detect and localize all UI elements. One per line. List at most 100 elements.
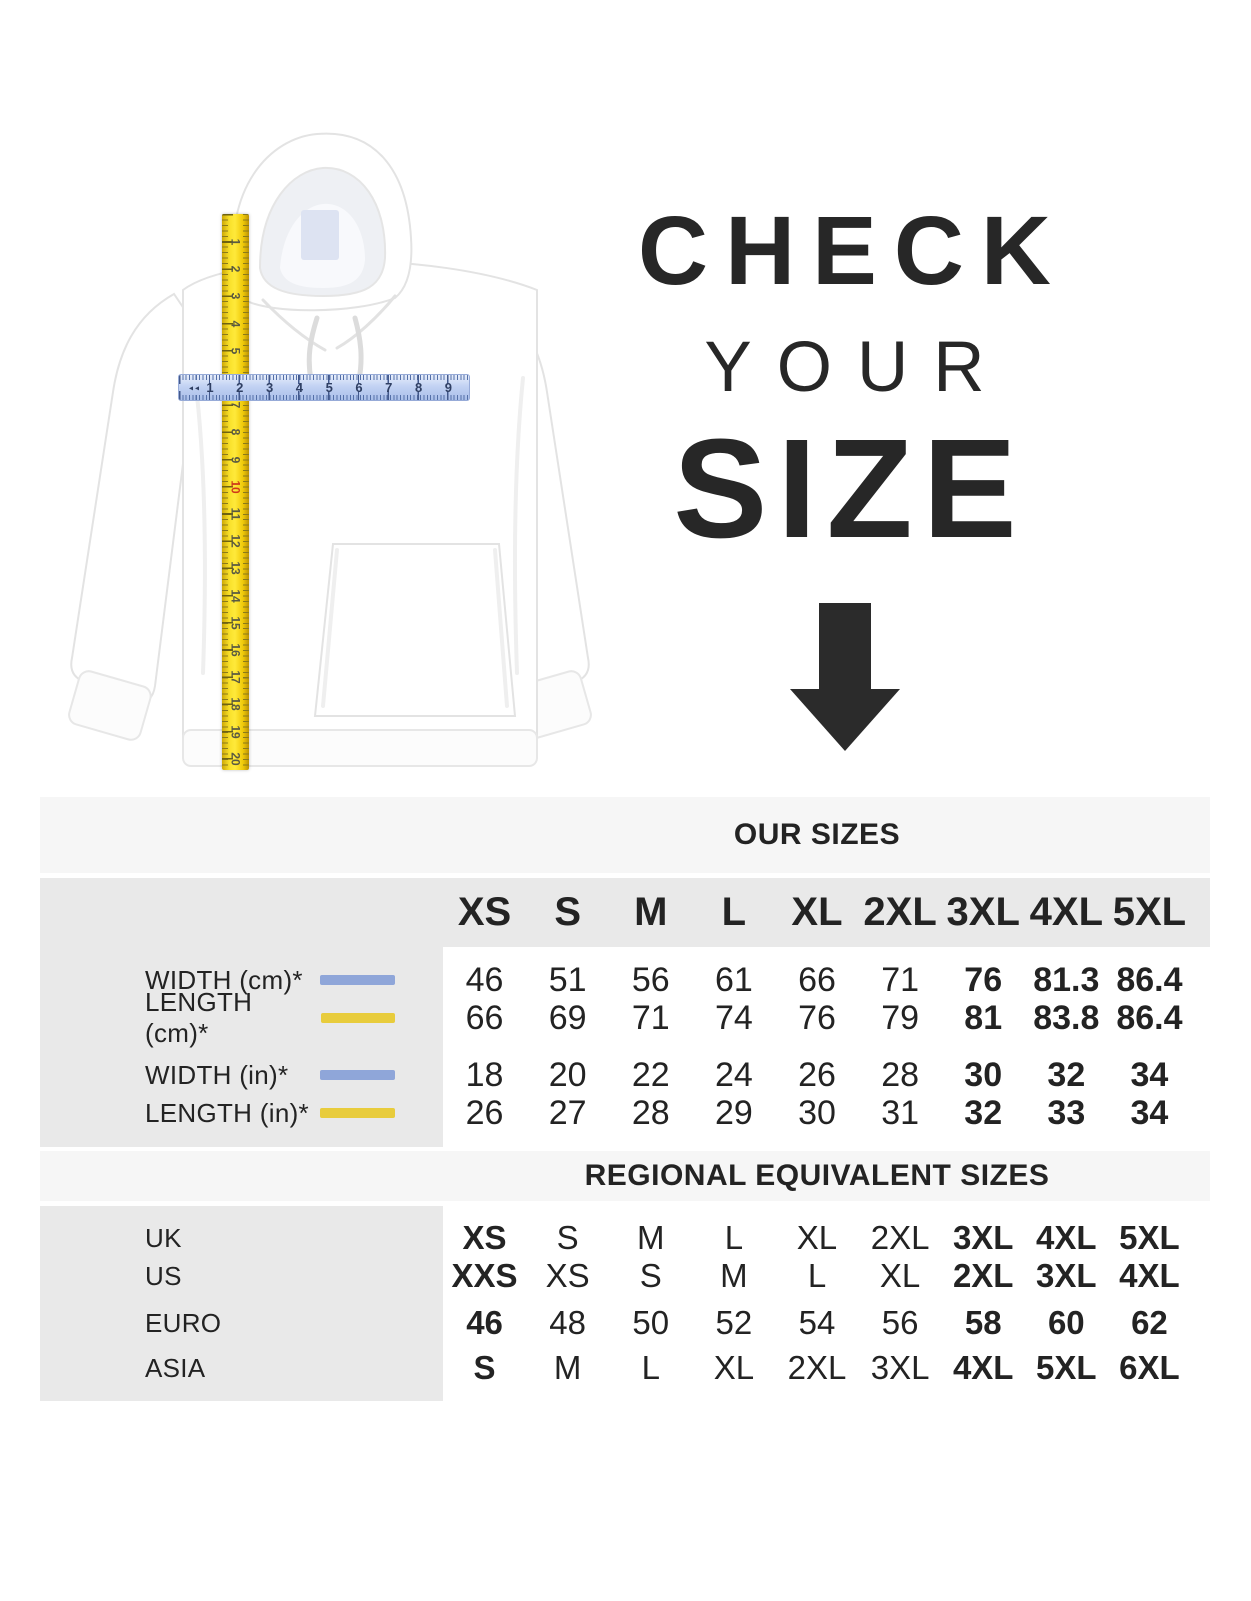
row-label: LENGTH (cm)* (145, 987, 253, 1048)
down-arrow-stem (819, 603, 871, 689)
size-value-cell: 5XL (1036, 1349, 1097, 1386)
size-value-cell: XL (796, 1219, 838, 1256)
measurement-row: WIDTH (in)* 18 20 22 24 26 28 30 32 34 (40, 1056, 1210, 1094)
size-value-cell: 20 (548, 1055, 587, 1094)
region-label: US (145, 1260, 182, 1291)
size-value-cell: 24 (714, 1055, 753, 1094)
ruler-end-marks: ◂◂ (188, 382, 202, 392)
size-value-cell: XS (462, 1219, 507, 1256)
yellow-line-icon (321, 1013, 395, 1023)
size-value-cell: 31 (881, 1093, 920, 1132)
vertical-tape-measure: 1234567891011121314151617181920 (222, 214, 249, 770)
size-value-cell: 46 (466, 1304, 503, 1341)
size-value-cell: 30 (964, 1055, 1003, 1094)
regional-values: S M L XL 2XL 3XL 4XL 5XL 6XL (443, 1349, 1191, 1387)
size-value-cell: 34 (1130, 1055, 1169, 1094)
down-arrow-head (790, 689, 900, 751)
size-value-cell: 81.3 (1033, 960, 1100, 999)
measurement-label-cell: WIDTH (cm)* (40, 965, 443, 996)
size-value-cell: 56 (881, 1304, 919, 1341)
hero-headline: CHECK YOUR SIZE (600, 202, 1090, 751)
size-value-cell: 86.4 (1116, 998, 1183, 1037)
tape-number: 10 (228, 480, 243, 494)
tape-number: 11 (228, 507, 243, 521)
size-value-cell: 66 (798, 960, 836, 999)
size-value-cell: 28 (631, 1093, 670, 1132)
size-value-cell: 76 (798, 998, 836, 1037)
measurement-row: WIDTH (cm)* 46 51 56 61 66 71 76 81.3 86.4 (40, 961, 1210, 999)
size-value-cell: 56 (631, 960, 670, 999)
horizontal-ruler: ◂◂ 1 2 3 4 5 6 7 8 9 (178, 374, 470, 401)
regional-row: UK XS S M L XL 2XL 3XL 4XL 5XL (40, 1219, 1210, 1257)
our-sizes-title: OUR SIZES (733, 818, 901, 851)
size-value-cell: 52 (715, 1304, 753, 1341)
tape-number: 5 (228, 347, 243, 355)
size-value-cell: 4XL (1119, 1257, 1180, 1294)
size-value-cell: 4XL (1036, 1219, 1097, 1256)
size-value-cell: 86.4 (1116, 960, 1183, 999)
measurement-label-cell: LENGTH (in)* (40, 1098, 443, 1129)
size-value-cell: 46 (465, 960, 504, 999)
size-value-cell: 58 (964, 1304, 1002, 1341)
size-value-cell: 54 (798, 1304, 836, 1341)
ruler-number: 5 (325, 379, 333, 395)
ruler-number: 9 (444, 379, 453, 395)
size-value-cell: 3XL (1036, 1257, 1097, 1294)
region-label: ASIA (145, 1352, 206, 1383)
measurement-label-cell: LENGTH (cm)* (40, 987, 443, 1049)
size-value-cell: S (473, 1349, 496, 1386)
size-value-cell: 51 (548, 960, 587, 999)
size-value-cell: 33 (1047, 1093, 1086, 1132)
regional-label-cell: US (40, 1261, 443, 1292)
tape-number: 4 (228, 320, 243, 327)
regional-row: EURO 46 48 50 52 54 56 58 60 62 (40, 1304, 1210, 1342)
size-value-cell: 2XL (870, 1219, 930, 1256)
region-label: UK (145, 1222, 182, 1253)
column-header-s: S (554, 890, 581, 934)
row-label: WIDTH (in)* (145, 1059, 289, 1090)
column-header-l: L (721, 890, 747, 934)
tape-number: 8 (228, 429, 243, 436)
size-value-cell: L (724, 1219, 744, 1256)
column-headers: XS S M L XL 2XL 3XL 4XL 5XL (443, 890, 1191, 935)
measurement-values: 46 51 56 61 66 71 76 81.3 86.4 (443, 961, 1191, 1000)
measurement-values: 18 20 22 24 26 28 30 32 34 (443, 1056, 1191, 1095)
size-value-cell: 18 (465, 1055, 504, 1094)
size-value-cell: 3XL (952, 1219, 1014, 1256)
size-value-cell: 2XL (952, 1257, 1014, 1294)
size-value-cell: 2XL (787, 1349, 847, 1386)
row-label: LENGTH (in)* (145, 1097, 309, 1128)
size-value-cell: XS (545, 1257, 590, 1294)
regional-values: XXS XS S M L XL 2XL 3XL 4XL (443, 1257, 1191, 1295)
ruler-major-ticks-top (179, 375, 469, 384)
size-value-cell: 30 (798, 1093, 836, 1132)
size-value-cell: 4XL (952, 1349, 1014, 1386)
measurement-section: WIDTH (cm)* 46 51 56 61 66 71 76 81.3 86.4 LENGTH … (40, 947, 1210, 1147)
ruler-number: 3 (265, 379, 274, 395)
regional-label-cell: ASIA (40, 1353, 443, 1384)
size-value-cell: 27 (548, 1093, 587, 1132)
divider (40, 1201, 1210, 1206)
blue-line-icon (320, 975, 395, 985)
neck-tag (301, 210, 339, 260)
ruler-number: 6 (355, 379, 363, 395)
size-value-cell: 71 (881, 960, 920, 999)
size-value-cell: L (641, 1349, 660, 1386)
ruler-major-ticks-bottom (179, 391, 469, 400)
column-header-m: M (634, 890, 668, 934)
tape-number: 9 (228, 456, 243, 463)
tape-number: 3 (228, 293, 243, 300)
ruler-number: 4 (295, 379, 304, 395)
column-header-xs: XS (457, 890, 512, 934)
down-arrow-icon (600, 603, 1090, 751)
column-header-xl: XL (791, 890, 843, 934)
size-value-cell: 26 (798, 1055, 836, 1094)
tape-number: 14 (228, 588, 243, 603)
size-value-cell: 83.8 (1033, 998, 1100, 1037)
size-value-cell: 32 (1047, 1055, 1086, 1094)
tape-number: 12 (228, 534, 243, 548)
divider (40, 873, 1210, 878)
ruler-number: 1 (206, 379, 214, 395)
measurement-row: LENGTH (in)* 26 27 28 29 30 31 32 33 34 (40, 1094, 1210, 1132)
hero-line-your: YOUR (704, 328, 1010, 407)
